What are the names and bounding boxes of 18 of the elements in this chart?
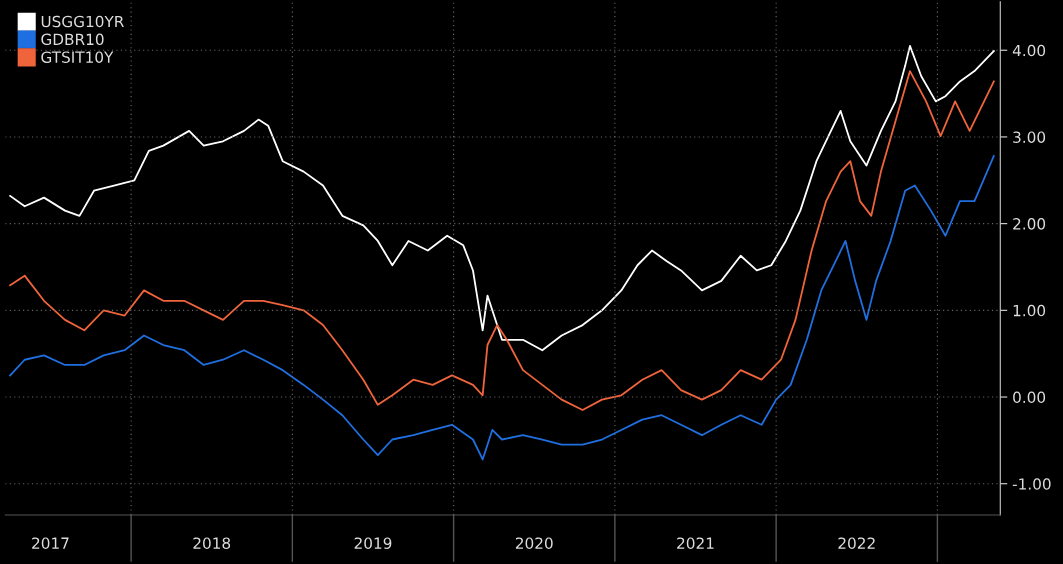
y-tick-label: 4.00: [1012, 44, 1046, 57]
y-tick-label: 2.00: [1013, 218, 1046, 230]
x-tick-label: 2017: [32, 537, 69, 549]
x-tick-label: 2019: [354, 537, 392, 549]
x-tick-label: 2020: [515, 537, 553, 549]
line-series: [9, 70, 995, 411]
y-tick-label: 3.00: [1013, 131, 1046, 143]
x-tick-label: 2021: [677, 537, 714, 549]
y-tick-label: -1.00: [1012, 478, 1051, 490]
x-tick-label: 2018: [193, 537, 231, 549]
x-tick-label: 2022: [838, 537, 875, 549]
y-tick-label: 1.00: [1013, 304, 1046, 317]
legend-label: GDBR10: [41, 33, 104, 46]
y-tick-label: 0.00: [1013, 391, 1046, 404]
line-series: [9, 155, 995, 461]
legend-label: GTSIT10Y: [41, 51, 114, 63]
legend-label: USGG10YR: [41, 15, 124, 28]
line-series: [9, 45, 995, 352]
